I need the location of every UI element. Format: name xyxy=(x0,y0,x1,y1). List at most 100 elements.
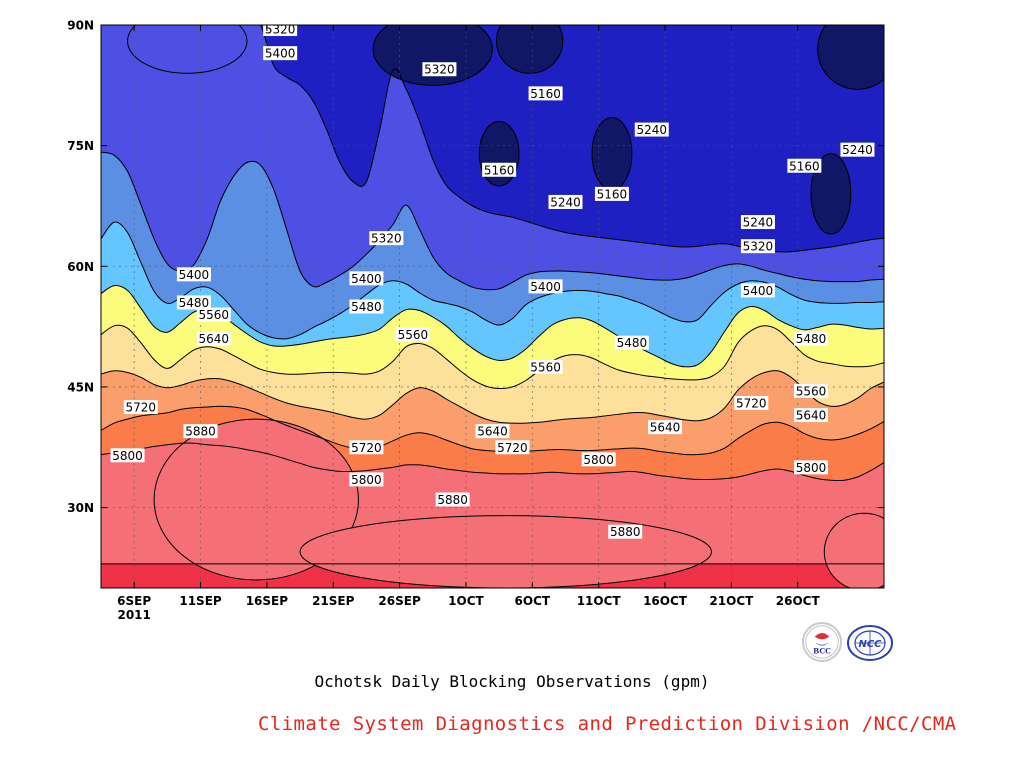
svg-text:5400: 5400 xyxy=(265,47,296,61)
x-tick-label: 6OCT xyxy=(515,594,551,608)
svg-text:5160: 5160 xyxy=(597,187,628,201)
y-tick-label: 75N xyxy=(67,139,94,153)
svg-text:5480: 5480 xyxy=(179,296,210,310)
svg-text:5640: 5640 xyxy=(477,425,508,439)
contour-line-5640 xyxy=(101,370,884,424)
contour-label-5640: 5640 xyxy=(196,331,231,346)
svg-text:5400: 5400 xyxy=(351,272,382,286)
contour-line-5720 xyxy=(101,405,884,456)
x-tick-label: 6SEP xyxy=(117,594,151,608)
x-tick-year: 2011 xyxy=(117,608,150,622)
contour-label-5640: 5640 xyxy=(794,408,829,423)
x-tick-label: 26SEP xyxy=(378,594,421,608)
contour-label-5160: 5160 xyxy=(528,86,563,101)
contour-label-5480: 5480 xyxy=(794,331,829,346)
svg-text:NCC: NCC xyxy=(858,639,882,650)
contour-line-5320 xyxy=(101,151,884,291)
contour-label-5880: 5880 xyxy=(608,524,643,539)
contour-line-5400 xyxy=(101,221,884,340)
island-5320 xyxy=(127,25,248,74)
svg-text:5720: 5720 xyxy=(736,397,767,411)
svg-text:5240: 5240 xyxy=(743,216,774,230)
x-tick-label: 11OCT xyxy=(577,594,622,608)
island-5880 xyxy=(299,515,712,588)
svg-text:5240: 5240 xyxy=(550,195,581,209)
svg-text:5640: 5640 xyxy=(796,409,827,423)
contour-label-5560: 5560 xyxy=(395,327,430,342)
svg-text:5800: 5800 xyxy=(796,461,827,475)
svg-text:5240: 5240 xyxy=(842,143,873,157)
svg-text:5800: 5800 xyxy=(351,473,382,487)
contour-label-5720: 5720 xyxy=(495,440,530,455)
contour-line-5800 xyxy=(101,442,884,482)
contour-label-5400: 5400 xyxy=(740,283,775,298)
svg-text:5640: 5640 xyxy=(650,421,681,435)
island-5880 xyxy=(153,418,359,581)
svg-text:5400: 5400 xyxy=(530,280,561,294)
ncc-logo: NCC xyxy=(847,625,893,661)
contour-label-5800: 5800 xyxy=(349,472,384,487)
svg-text:5800: 5800 xyxy=(583,453,614,467)
svg-text:5880: 5880 xyxy=(437,493,468,507)
contour-label-5480: 5480 xyxy=(349,299,384,314)
island-5160 xyxy=(372,25,493,86)
contour-label-5400: 5400 xyxy=(176,267,211,282)
svg-text:5640: 5640 xyxy=(199,332,230,346)
contour-label-5560: 5560 xyxy=(196,307,231,322)
plot-frame xyxy=(100,24,885,589)
y-tick-label: 60N xyxy=(67,260,94,274)
contour-label-5640: 5640 xyxy=(475,424,510,439)
contour-label-5160: 5160 xyxy=(482,162,517,177)
svg-text:5320: 5320 xyxy=(265,23,296,37)
contour-label-5560: 5560 xyxy=(528,359,563,374)
svg-text:5320: 5320 xyxy=(743,240,774,254)
contour-label-5800: 5800 xyxy=(110,448,145,463)
contour-label-5800: 5800 xyxy=(794,460,829,475)
contour-label-5240: 5240 xyxy=(840,142,875,157)
contour-label-5880: 5880 xyxy=(435,492,470,507)
island-5880 xyxy=(823,512,884,588)
island-5160 xyxy=(810,153,852,235)
contour-line-5480 xyxy=(101,285,884,368)
x-tick-label: 11SEP xyxy=(179,594,222,608)
contour-label-5480: 5480 xyxy=(176,295,211,310)
svg-text:5400: 5400 xyxy=(743,284,774,298)
contour-label-5560: 5560 xyxy=(794,383,829,398)
island-5160 xyxy=(495,25,564,74)
contour-label-5400: 5400 xyxy=(528,279,563,294)
contour-label-5480: 5480 xyxy=(614,335,649,350)
contour-label-5720: 5720 xyxy=(349,440,384,455)
svg-text:5480: 5480 xyxy=(796,332,827,346)
svg-text:5160: 5160 xyxy=(789,159,820,173)
svg-text:5880: 5880 xyxy=(185,425,216,439)
contour-label-5160: 5160 xyxy=(594,186,629,201)
contour-label-5240: 5240 xyxy=(548,194,583,209)
svg-text:5560: 5560 xyxy=(796,384,827,398)
contour-label-5320: 5320 xyxy=(369,231,404,246)
svg-text:5160: 5160 xyxy=(484,163,515,177)
svg-text:5720: 5720 xyxy=(126,401,157,415)
y-tick-label: 30N xyxy=(67,501,94,515)
contour-labels: 5320 5400 5320 5160 5240 5240 5160 5160 5240 5160… xyxy=(110,23,875,539)
fill-band-5160 xyxy=(101,20,884,25)
contour-label-5640: 5640 xyxy=(648,420,683,435)
bcc-logo: BCC xyxy=(802,622,842,662)
contour-label-5240: 5240 xyxy=(634,122,669,137)
x-tick-label: 26OCT xyxy=(776,594,821,608)
svg-text:5480: 5480 xyxy=(617,336,648,350)
svg-text:5880: 5880 xyxy=(610,525,641,539)
credit-text: Climate System Diagnostics and Predictio… xyxy=(258,713,957,735)
svg-text:BCC: BCC xyxy=(813,647,831,656)
island-5160 xyxy=(817,25,884,90)
svg-text:5800: 5800 xyxy=(112,449,143,463)
contour-label-5240: 5240 xyxy=(740,215,775,230)
svg-text:5560: 5560 xyxy=(398,328,429,342)
x-tick-label: 16SEP xyxy=(246,594,289,608)
contour-label-5800: 5800 xyxy=(581,452,616,467)
contour-line-5560 xyxy=(101,324,884,390)
contour-label-5720: 5720 xyxy=(734,396,769,411)
y-tick-label: 45N xyxy=(67,380,94,394)
svg-text:5320: 5320 xyxy=(424,63,455,77)
